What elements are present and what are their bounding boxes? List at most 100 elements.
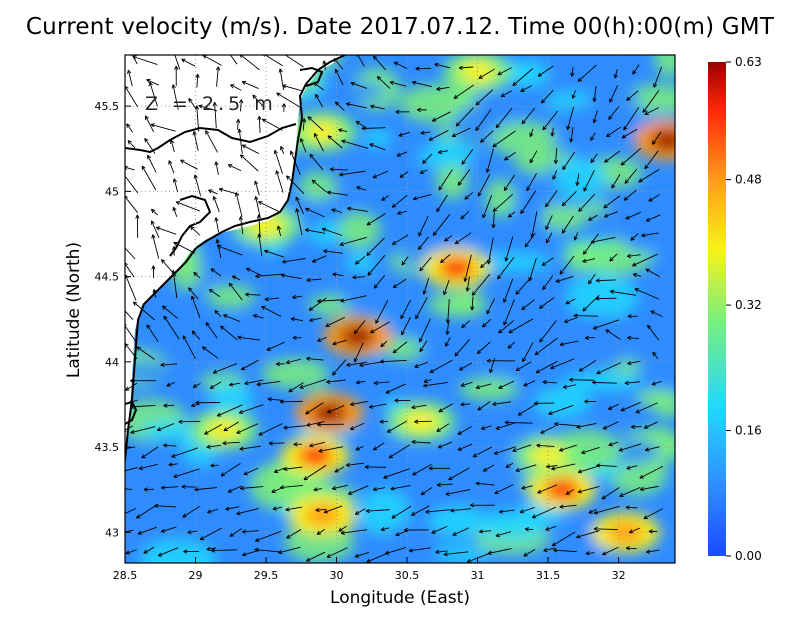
velocity-arrow [215, 66, 221, 87]
velocity-arrow [555, 276, 574, 283]
velocity-arrow [537, 65, 554, 77]
velocity-arrow [339, 236, 367, 247]
velocity-arrow [392, 278, 407, 289]
velocity-arrow [521, 485, 533, 490]
velocity-arrow [206, 444, 222, 449]
velocity-arrow [498, 509, 515, 514]
velocity-arrow [393, 61, 408, 70]
velocity-arrow [245, 292, 261, 297]
colorbar-tick-label: 0.63 [735, 55, 762, 69]
velocity-arrow [143, 487, 154, 492]
velocity-arrow [349, 422, 365, 430]
velocity-arrow [632, 253, 658, 267]
velocity-arrow [258, 201, 280, 213]
velocity-arrow [463, 254, 472, 282]
velocity-arrow [398, 131, 411, 137]
velocity-arrow [223, 314, 240, 322]
velocity-arrow [457, 168, 471, 186]
velocity-arrow [370, 321, 390, 334]
colorbar-tick-label: 0.16 [735, 424, 762, 438]
velocity-arrow [208, 288, 221, 298]
velocity-arrow [216, 244, 243, 256]
velocity-arrow [301, 118, 307, 131]
velocity-arrow [414, 419, 432, 424]
velocity-arrow [194, 487, 217, 492]
x-tick-label: 31 [471, 569, 485, 582]
velocity-arrow [255, 530, 282, 542]
velocity-arrow [401, 317, 411, 336]
velocity-arrow [418, 216, 429, 237]
velocity-arrow [476, 341, 491, 355]
velocity-arrow [550, 358, 575, 370]
velocity-arrow [273, 467, 285, 473]
velocity-arrow [632, 272, 642, 278]
velocity-arrow [261, 118, 283, 131]
velocity-arrow [315, 94, 324, 108]
velocity-arrow [539, 297, 555, 309]
heat-patch [427, 292, 487, 318]
heat-patch [642, 349, 675, 367]
velocity-arrow [171, 84, 179, 110]
velocity-arrow [626, 465, 638, 470]
velocity-arrow [211, 548, 238, 553]
velocity-arrow [241, 144, 259, 154]
velocity-arrow [559, 255, 575, 275]
velocity-arrow [334, 466, 345, 473]
velocity-arrow [540, 425, 556, 434]
velocity-arrow [154, 503, 177, 509]
velocity-arrow [639, 465, 664, 479]
velocity-arrow [619, 486, 641, 498]
velocity-arrow [192, 131, 199, 151]
velocity-arrow [450, 508, 471, 513]
heat-patch [426, 505, 488, 539]
velocity-arrow [460, 402, 471, 407]
velocity-arrow [192, 383, 201, 388]
velocity-arrow [132, 55, 158, 66]
velocity-arrow [534, 337, 558, 356]
velocity-arrow [480, 425, 492, 431]
velocity-arrow [545, 215, 553, 230]
velocity-arrow [326, 547, 348, 558]
hotspot-core [438, 257, 475, 280]
velocity-arrow [469, 503, 495, 508]
velocity-arrow [417, 236, 429, 250]
velocity-arrow [183, 549, 200, 554]
velocity-arrow [212, 102, 217, 128]
velocity-arrow [182, 505, 200, 518]
velocity-arrow [214, 161, 219, 175]
velocity-arrow [444, 337, 451, 347]
velocity-arrow [376, 76, 391, 89]
velocity-arrow [505, 462, 514, 468]
velocity-arrow [401, 256, 409, 266]
velocity-arrow [151, 234, 160, 259]
velocity-arrow [643, 508, 664, 520]
velocity-arrow [334, 101, 345, 111]
velocity-arrow [190, 226, 201, 236]
velocity-arrow [355, 380, 366, 385]
velocity-arrow [627, 360, 641, 366]
x-tick-label: 30 [330, 569, 344, 582]
velocity-arrow [339, 170, 366, 177]
velocity-arrow [160, 526, 177, 533]
velocity-arrow [276, 225, 282, 237]
velocity-arrow [578, 193, 596, 212]
velocity-arrow [313, 82, 324, 91]
velocity-arrow [428, 130, 449, 141]
velocity-arrow [608, 105, 620, 120]
velocity-arrow [419, 340, 428, 353]
velocity-arrow [193, 271, 201, 279]
velocity-arrow [436, 423, 450, 432]
velocity-arrow [436, 86, 450, 91]
velocity-arrow [373, 274, 386, 289]
velocity-arrow [391, 505, 412, 519]
velocity-arrow [127, 69, 133, 87]
heat-patch [485, 178, 516, 218]
velocity-arrow [235, 118, 241, 130]
velocity-arrow [609, 253, 618, 262]
velocity-arrow [480, 257, 492, 269]
velocity-arrow [141, 446, 159, 459]
velocity-arrow [517, 403, 537, 416]
velocity-arrow [220, 325, 238, 341]
velocity-arrow [504, 151, 516, 161]
velocity-arrow [128, 399, 138, 404]
